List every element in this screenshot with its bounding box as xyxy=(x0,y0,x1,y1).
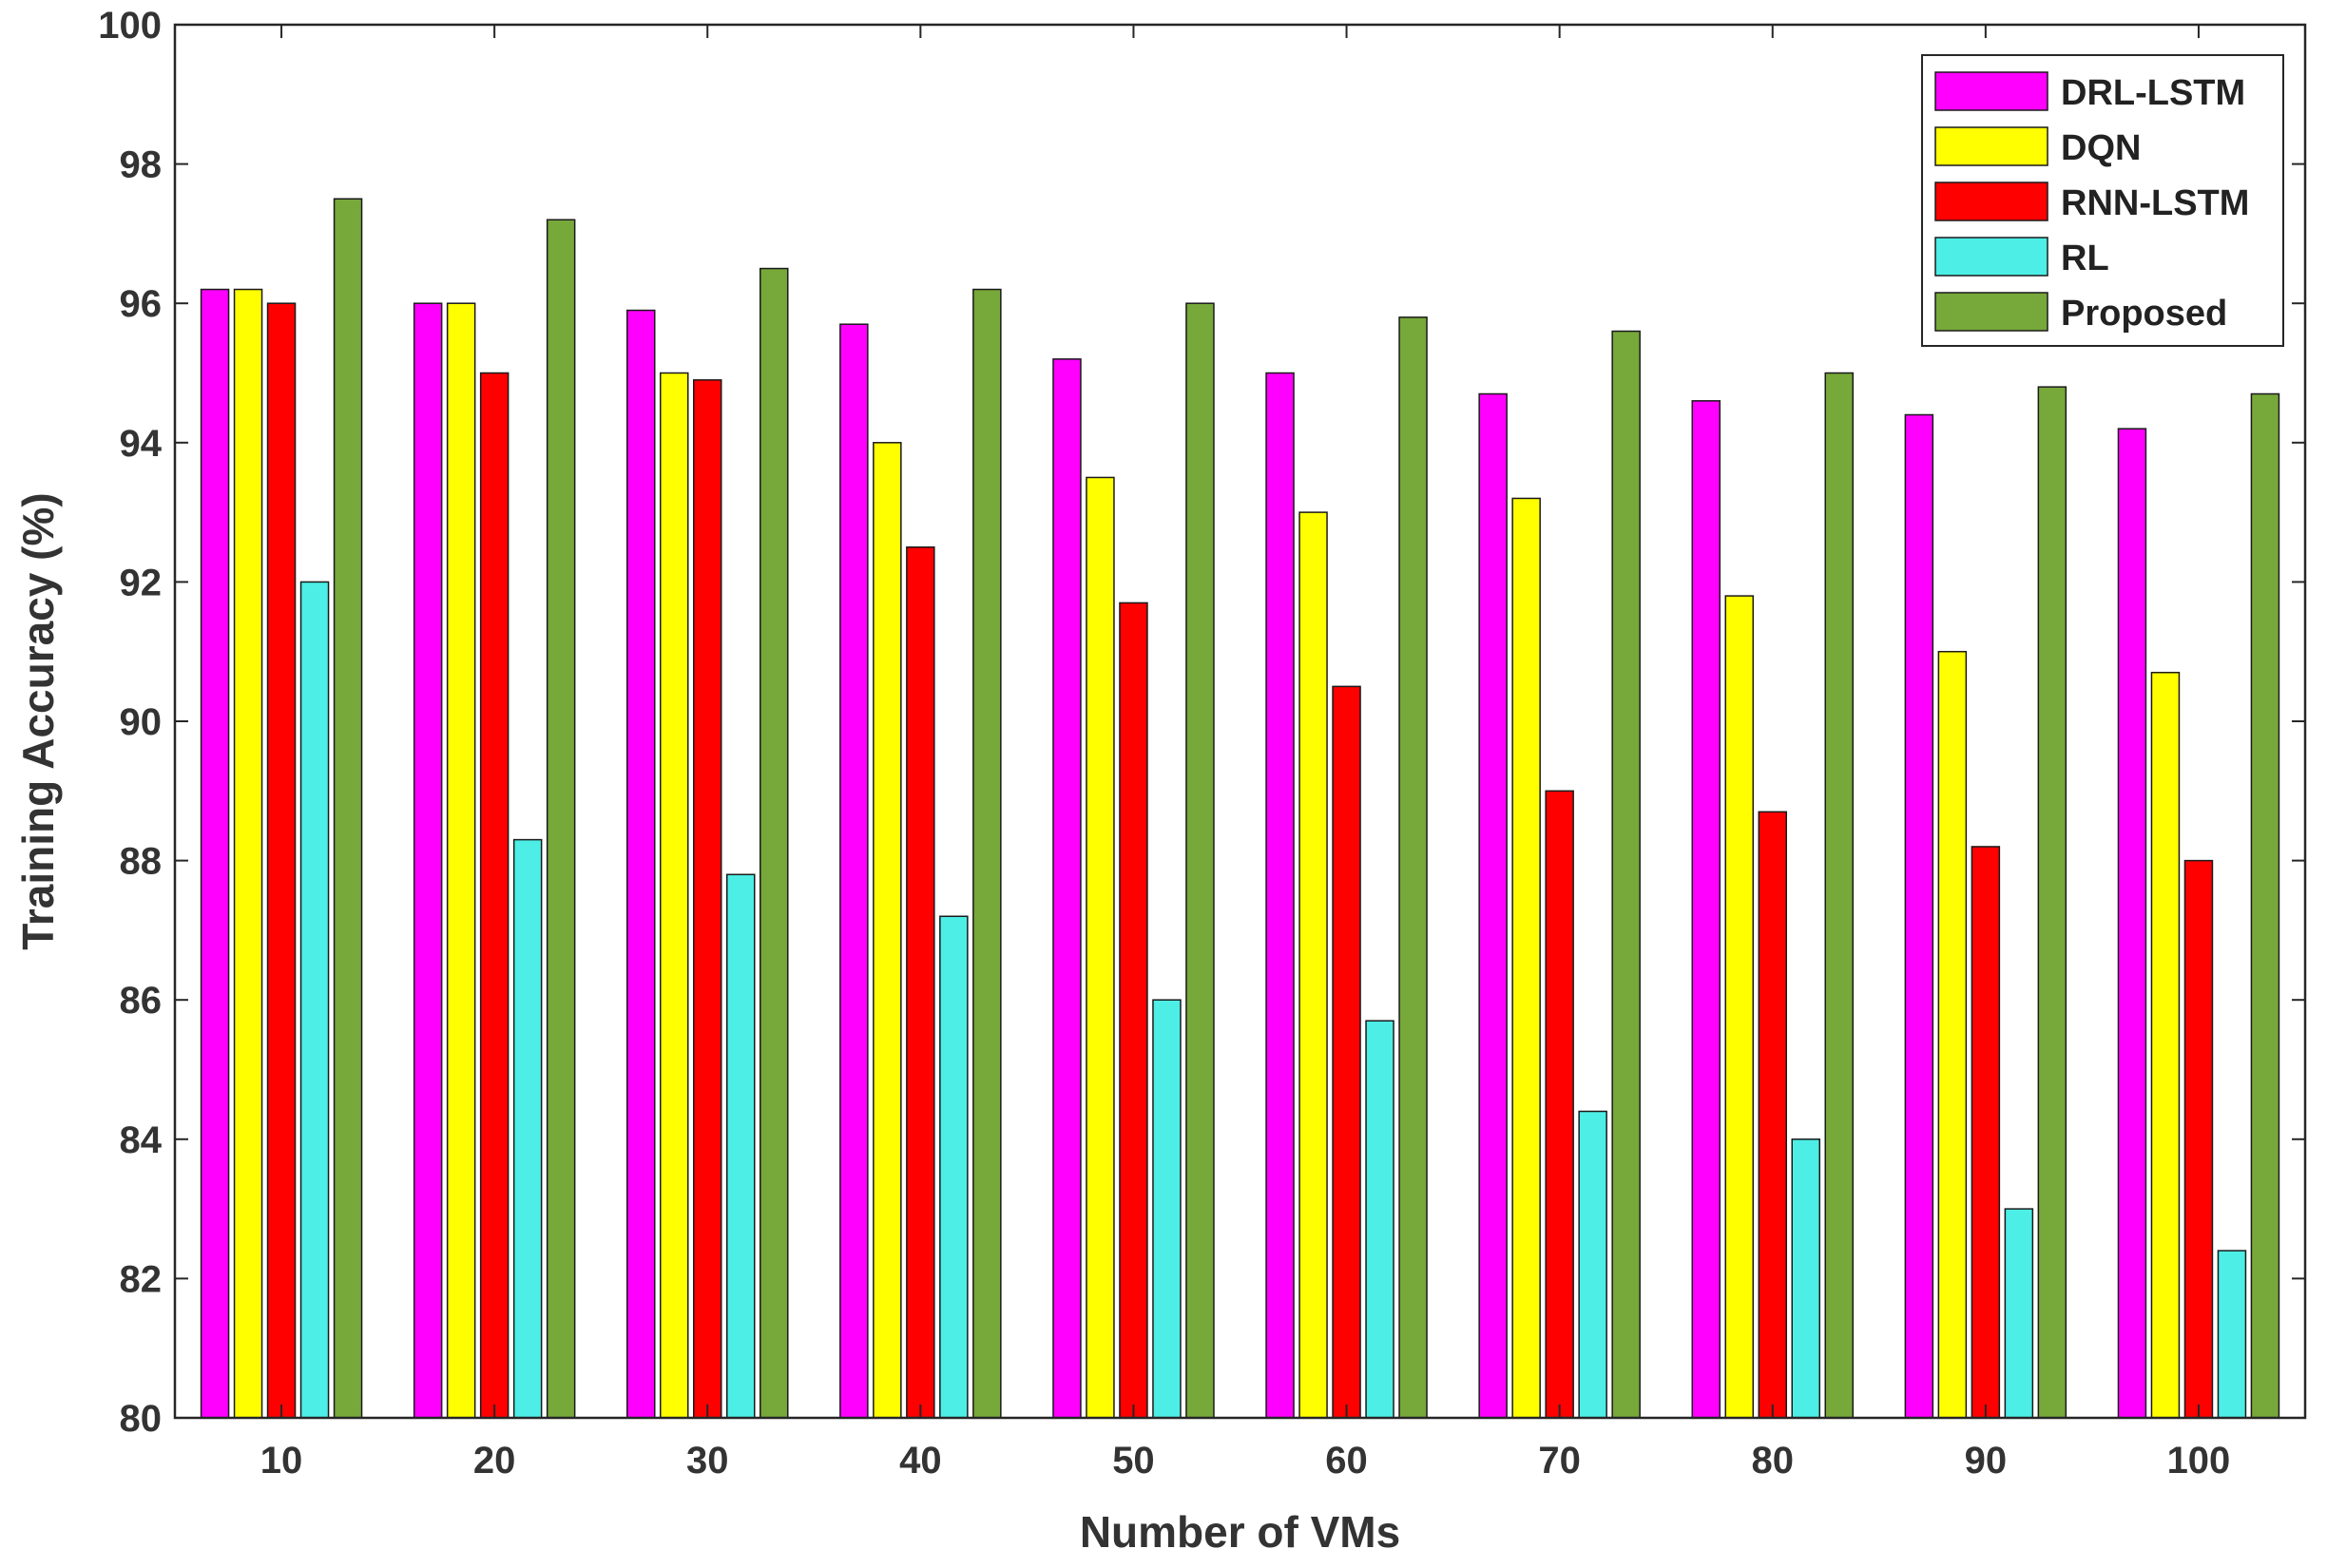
x-tick-label: 20 xyxy=(473,1440,516,1482)
bar-rnn-lstm-40 xyxy=(906,546,935,1419)
legend-label-drl-lstm: DRL-LSTM xyxy=(2061,73,2245,113)
bar-proposed-90 xyxy=(2037,386,2067,1419)
y-tick-label: 82 xyxy=(120,1258,163,1300)
legend-label-proposed: Proposed xyxy=(2061,294,2227,334)
bar-rnn-lstm-60 xyxy=(1332,685,1361,1419)
x-tick-label: 60 xyxy=(1325,1440,1368,1482)
bar-drl-lstm-80 xyxy=(1691,400,1721,1419)
bar-dqn-10 xyxy=(233,288,263,1419)
y-tick-label: 90 xyxy=(120,701,163,743)
bar-proposed-40 xyxy=(972,288,1002,1419)
bar-dqn-30 xyxy=(660,372,689,1419)
y-tick-label: 96 xyxy=(120,283,163,325)
bar-drl-lstm-30 xyxy=(626,309,656,1419)
bar-rl-40 xyxy=(939,915,969,1419)
bar-dqn-70 xyxy=(1511,497,1541,1419)
x-tick-label: 50 xyxy=(1112,1440,1155,1482)
x-tick-label: 90 xyxy=(1965,1440,2008,1482)
y-tick-label: 100 xyxy=(98,5,162,47)
bar-proposed-60 xyxy=(1398,316,1428,1419)
x-tick-label: 40 xyxy=(899,1440,942,1482)
bar-rnn-lstm-30 xyxy=(693,379,722,1419)
legend: DRL-LSTM DQN RNN-LSTM RL Proposed xyxy=(1921,54,2284,347)
bar-drl-lstm-20 xyxy=(413,302,443,1419)
bar-proposed-80 xyxy=(1824,372,1854,1419)
bar-rnn-lstm-90 xyxy=(1971,846,2001,1419)
bar-rl-50 xyxy=(1152,999,1182,1419)
y-tick-label: 80 xyxy=(120,1398,163,1440)
bar-drl-lstm-60 xyxy=(1265,372,1295,1419)
bar-rl-30 xyxy=(726,873,756,1419)
legend-label-dqn: DQN xyxy=(2061,128,2141,168)
bar-proposed-10 xyxy=(333,198,363,1419)
legend-swatch-rnn-lstm xyxy=(1934,182,2048,221)
bar-proposed-50 xyxy=(1185,302,1215,1419)
y-tick-label: 92 xyxy=(120,562,163,603)
bar-proposed-100 xyxy=(2250,392,2280,1419)
bar-dqn-60 xyxy=(1298,511,1328,1419)
bar-drl-lstm-50 xyxy=(1052,358,1082,1419)
bar-drl-lstm-90 xyxy=(1904,413,1934,1419)
x-tick-label: 30 xyxy=(686,1440,729,1482)
bar-proposed-30 xyxy=(760,267,789,1419)
bar-rl-60 xyxy=(1365,1020,1394,1419)
legend-swatch-dqn xyxy=(1934,126,2048,166)
bar-dqn-80 xyxy=(1724,595,1754,1419)
bar-dqn-50 xyxy=(1086,476,1115,1419)
bar-drl-lstm-100 xyxy=(2117,428,2147,1419)
plot-area-frame xyxy=(173,23,2307,1420)
y-axis-label: Training Accuracy (%) xyxy=(13,492,63,949)
bar-dqn-40 xyxy=(873,442,902,1419)
bar-proposed-70 xyxy=(1611,330,1641,1419)
x-axis-ticks: 10 20 30 40 50 60 70 80 90 100 xyxy=(260,25,2231,1482)
bar-rl-80 xyxy=(1791,1138,1820,1419)
bar-rl-100 xyxy=(2217,1250,2247,1419)
x-tick-label: 80 xyxy=(1752,1440,1795,1482)
bar-rl-70 xyxy=(1578,1110,1607,1419)
bar-dqn-90 xyxy=(1937,650,1968,1419)
bar-rnn-lstm-50 xyxy=(1119,602,1148,1419)
legend-swatch-proposed xyxy=(1934,292,2048,332)
bar-proposed-20 xyxy=(546,219,576,1419)
x-tick-label: 10 xyxy=(260,1440,303,1482)
bar-rl-10 xyxy=(299,581,330,1419)
bar-dqn-100 xyxy=(2150,671,2181,1419)
bar-drl-lstm-10 xyxy=(200,288,230,1419)
y-tick-label: 84 xyxy=(120,1119,163,1161)
x-tick-label: 100 xyxy=(2167,1440,2231,1482)
y-tick-label: 98 xyxy=(120,144,163,186)
bar-dqn-20 xyxy=(446,302,476,1419)
legend-label-rl: RL xyxy=(2061,239,2109,278)
x-tick-label: 70 xyxy=(1538,1440,1581,1482)
bar-rl-20 xyxy=(512,838,543,1419)
y-tick-label: 86 xyxy=(120,980,163,1022)
bar-rnn-lstm-80 xyxy=(1758,811,1787,1419)
bar-drl-lstm-70 xyxy=(1478,392,1508,1419)
legend-swatch-drl-lstm xyxy=(1934,71,2048,111)
legend-label-rnn-lstm: RNN-LSTM xyxy=(2061,183,2249,223)
y-axis-ticks: 80 82 84 86 88 90 92 94 96 98 100 xyxy=(98,5,2305,1440)
bar-rnn-lstm-100 xyxy=(2183,859,2214,1419)
bar-rnn-lstm-20 xyxy=(479,372,510,1419)
bar-rnn-lstm-70 xyxy=(1545,790,1574,1419)
y-tick-label: 94 xyxy=(120,423,163,465)
legend-swatch-rl xyxy=(1934,237,2048,277)
bars-group xyxy=(200,198,2280,1419)
x-axis-label: Number of VMs xyxy=(1080,1507,1400,1557)
bar-rl-90 xyxy=(2004,1208,2034,1419)
y-tick-label: 88 xyxy=(120,841,163,883)
bar-drl-lstm-40 xyxy=(839,323,869,1419)
bar-rnn-lstm-10 xyxy=(266,302,297,1419)
